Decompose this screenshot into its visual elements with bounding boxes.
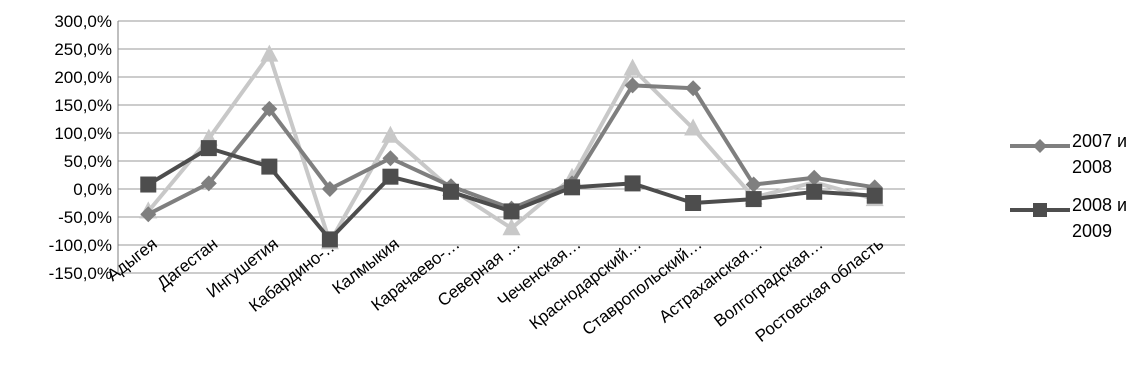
data-point-square xyxy=(685,195,702,211)
x-tick-label: Астраханская… xyxy=(655,234,766,326)
data-point-square xyxy=(503,203,520,220)
legend-label-line2: 2008 xyxy=(1072,157,1113,177)
data-point-square xyxy=(382,168,399,185)
legend-label: 2008 и 2009 xyxy=(1072,192,1148,244)
data-point-square xyxy=(745,191,762,208)
data-point-diamond xyxy=(140,206,157,223)
data-point-square xyxy=(866,187,883,204)
y-tick-label: 150,0% xyxy=(54,96,112,115)
data-point-square xyxy=(624,175,641,192)
legend-label: 2007 и 2008 xyxy=(1072,128,1148,180)
y-tick-label: -50,0% xyxy=(58,208,112,227)
y-tick-label: -100,0% xyxy=(49,236,112,255)
data-point-square xyxy=(321,231,338,248)
data-point-square xyxy=(261,158,278,175)
legend-label-line1: 2007 и xyxy=(1072,131,1128,151)
data-point-triangle xyxy=(260,44,279,62)
y-tick-label: 100,0% xyxy=(54,124,112,143)
legend-label-line2: 2009 xyxy=(1072,221,1113,241)
legend-swatch-diamond xyxy=(1010,139,1070,153)
y-tick-label: 250,0% xyxy=(54,40,112,59)
data-point-triangle xyxy=(381,125,400,143)
y-tick-label: 50,0% xyxy=(64,152,112,171)
x-tick-label: Волгоградская… xyxy=(710,234,826,331)
data-point-diamond xyxy=(382,150,399,167)
data-point-diamond xyxy=(261,100,278,117)
legend-label-line1: 2008 и xyxy=(1072,195,1128,215)
data-point-diamond xyxy=(200,175,217,192)
data-point-square xyxy=(442,183,459,200)
y-tick-label: 300,0% xyxy=(54,12,112,31)
data-point-square xyxy=(140,176,157,193)
data-point-diamond xyxy=(321,181,338,197)
y-tick-label: -150,0% xyxy=(49,264,112,283)
y-tick-label: 200,0% xyxy=(54,68,112,87)
data-point-square xyxy=(200,140,217,157)
y-tick-label: 0,0% xyxy=(73,180,112,199)
data-point-diamond xyxy=(685,80,702,97)
data-point-diamond xyxy=(624,77,641,94)
data-point-diamond xyxy=(745,176,762,193)
data-point-triangle xyxy=(502,218,521,236)
data-point-square xyxy=(564,179,581,196)
data-point-diamond xyxy=(806,169,823,186)
legend-swatch-square xyxy=(1010,203,1070,217)
data-point-triangle xyxy=(684,118,703,136)
data-point-square xyxy=(806,183,823,200)
data-point-triangle xyxy=(623,58,642,76)
